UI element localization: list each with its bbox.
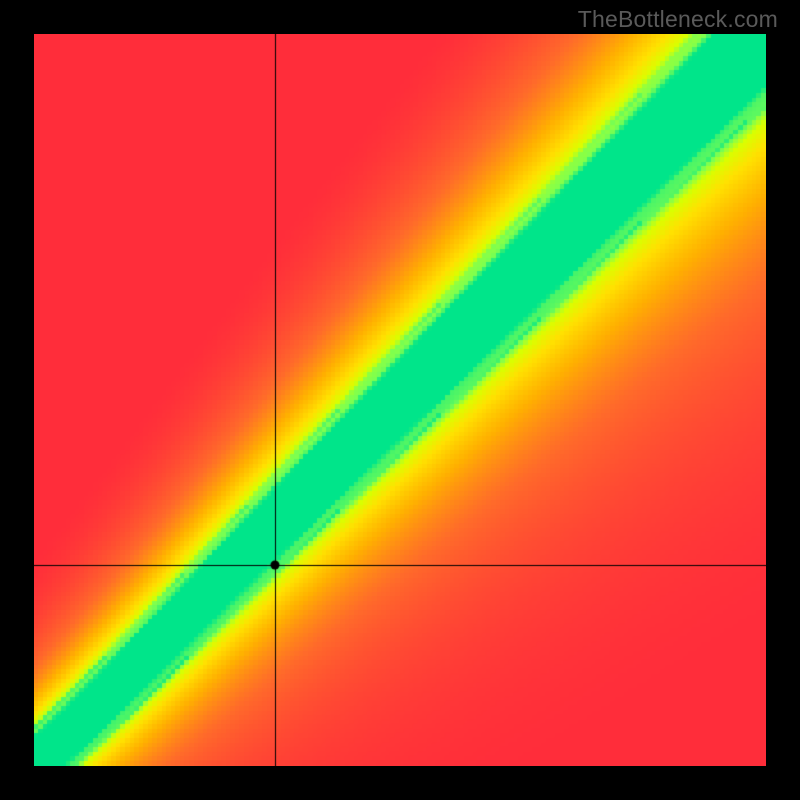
chart-root: TheBottleneck.com <box>0 0 800 800</box>
watermark-text: TheBottleneck.com <box>578 6 778 33</box>
heatmap-canvas <box>34 34 766 766</box>
plot-area <box>34 34 766 766</box>
